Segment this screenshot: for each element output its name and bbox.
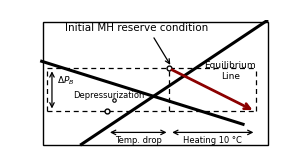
Text: Initial MH reserve condition: Initial MH reserve condition (65, 23, 208, 64)
Text: Equilibrium
Line: Equilibrium Line (205, 61, 256, 81)
Text: Temp. drop: Temp. drop (115, 136, 162, 145)
Text: $\Delta P_B$: $\Delta P_B$ (57, 75, 74, 87)
Text: Heating 10 °C: Heating 10 °C (183, 136, 242, 145)
Text: Depressurization: Depressurization (73, 90, 144, 99)
